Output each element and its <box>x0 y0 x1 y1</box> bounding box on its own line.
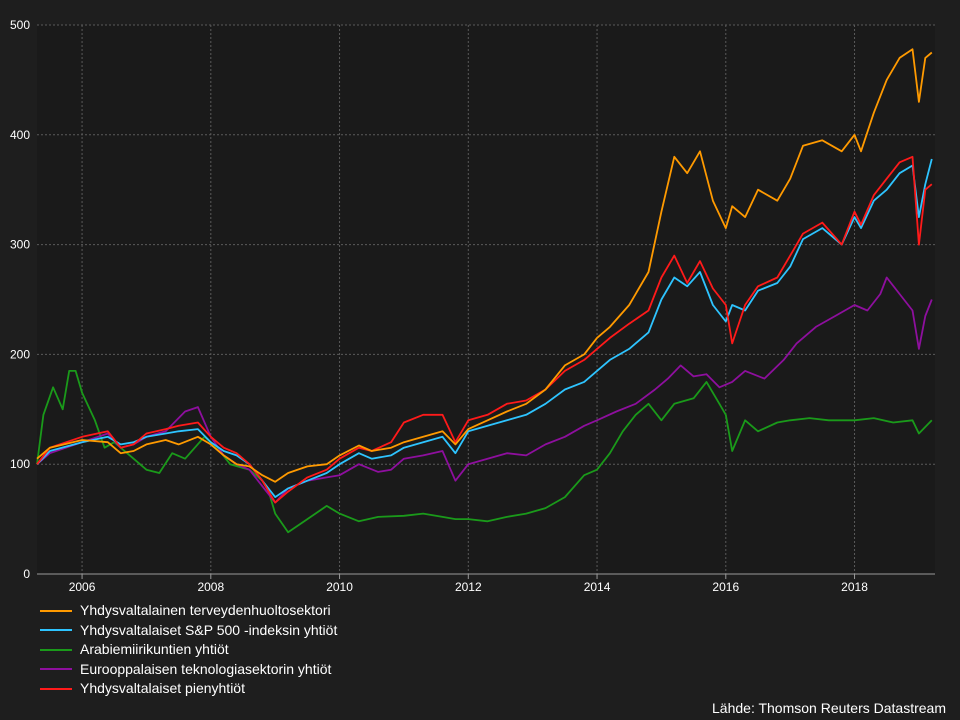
gridlines <box>37 24 935 574</box>
x-tick-label: 2010 <box>326 580 353 594</box>
legend-label: Yhdysvaltalainen terveydenhuoltosektori <box>80 602 331 618</box>
legend-label: Yhdysvaltalaiset pienyhtiöt <box>80 680 245 696</box>
x-tick-label: 2014 <box>584 580 611 594</box>
legend-item: Yhdysvaltalainen terveydenhuoltosektori <box>40 601 337 621</box>
y-tick-label: 400 <box>10 128 30 142</box>
series-line-4 <box>36 155 933 504</box>
line-chart: 0 100 200 300 400 500 2006 2008 2010 2012 2014 201… <box>10 18 935 594</box>
x-tick-label: 2016 <box>712 580 739 594</box>
legend-item: Eurooppalaisen teknologiasektorin yhtiöt <box>40 660 337 680</box>
legend-label: Eurooppalaisen teknologiasektorin yhtiöt <box>80 660 332 677</box>
legend-item: Arabiemiirikuntien yhtiöt <box>40 640 337 660</box>
legend-item: Yhdysvaltalaiset S&P 500 -indeksin yhtiö… <box>40 621 337 641</box>
y-tick-label: 500 <box>10 18 30 32</box>
series-line-1 <box>36 158 933 498</box>
legend-swatch <box>40 609 72 612</box>
legend-swatch <box>40 648 72 651</box>
plot-area <box>37 25 935 574</box>
x-tick-label: 2008 <box>197 580 224 594</box>
y-tick-label: 200 <box>10 347 30 361</box>
legend-swatch <box>40 668 72 671</box>
legend-label: Arabiemiirikuntien yhtiöt <box>80 641 229 657</box>
series-line-0 <box>36 48 933 483</box>
source-note: Lähde: Thomson Reuters Datastream <box>712 700 946 716</box>
legend-swatch <box>40 687 72 690</box>
y-tick-label: 300 <box>10 238 30 252</box>
series-lines <box>36 48 933 534</box>
series-line-2 <box>36 370 933 534</box>
y-tick-label: 100 <box>10 457 30 471</box>
legend-item: Yhdysvaltalaiset pienyhtiöt <box>40 679 337 699</box>
x-axis: 2006 2008 2010 2012 2014 2016 2018 <box>69 574 868 594</box>
legend-label: Yhdysvaltalaiset S&P 500 -indeksin yhtiö… <box>80 621 338 638</box>
x-tick-label: 2018 <box>841 580 868 594</box>
y-tick-label: 0 <box>23 567 30 581</box>
legend-swatch <box>40 629 72 632</box>
x-tick-label: 2012 <box>455 580 482 594</box>
x-tick-label: 2006 <box>69 580 96 594</box>
series-line-3 <box>36 276 933 504</box>
y-axis: 0 100 200 300 400 500 <box>10 18 30 581</box>
legend: Yhdysvaltalainen terveydenhuoltosektori Y… <box>40 601 337 699</box>
